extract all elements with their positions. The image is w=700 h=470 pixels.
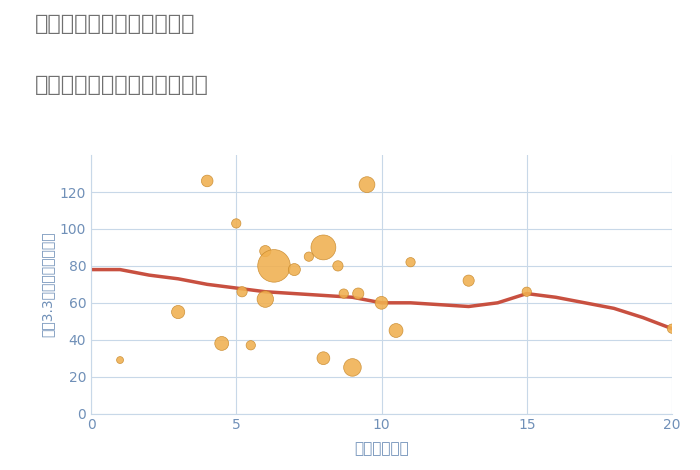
Point — [303, 253, 314, 260]
Point — [260, 247, 271, 255]
Point — [346, 364, 358, 371]
X-axis label: 駅距離（分）: 駅距離（分） — [354, 441, 409, 456]
Point — [318, 243, 329, 251]
Point — [521, 288, 532, 296]
Point — [405, 258, 416, 266]
Point — [353, 290, 364, 298]
Point — [237, 288, 248, 296]
Text: 三重県四日市市波木南台の: 三重県四日市市波木南台の — [35, 14, 195, 34]
Point — [114, 356, 126, 364]
Point — [332, 262, 344, 270]
Point — [666, 325, 678, 332]
Point — [231, 219, 242, 227]
Point — [376, 299, 387, 306]
Y-axis label: 坪（3.3㎡）単価（万円）: 坪（3.3㎡）単価（万円） — [40, 232, 54, 337]
Point — [318, 354, 329, 362]
Text: 駅距離別中古マンション価格: 駅距離別中古マンション価格 — [35, 75, 209, 95]
Point — [268, 262, 279, 270]
Point — [361, 181, 372, 188]
Point — [172, 308, 183, 316]
Point — [245, 342, 256, 349]
Point — [463, 277, 475, 284]
Point — [289, 266, 300, 274]
Point — [338, 290, 349, 298]
Point — [202, 177, 213, 185]
Point — [391, 327, 402, 334]
Point — [216, 340, 228, 347]
Point — [260, 295, 271, 303]
